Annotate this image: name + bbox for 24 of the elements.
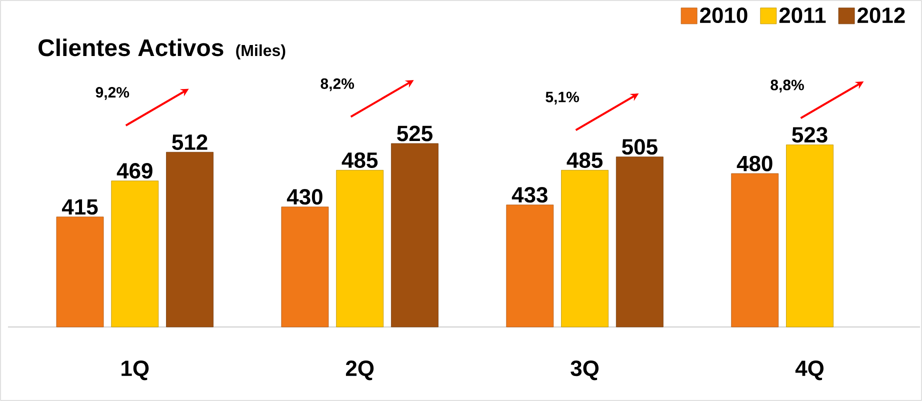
data-label: 415 bbox=[62, 199, 98, 215]
data-label: 485 bbox=[342, 152, 378, 168]
data-label: 480 bbox=[736, 156, 772, 172]
annotation: 8,2% bbox=[320, 78, 354, 92]
x-tick-label: 2Q bbox=[346, 360, 374, 380]
data-label: 525 bbox=[397, 126, 432, 142]
data-label: 512 bbox=[172, 134, 208, 150]
text: Clientes Activos bbox=[38, 38, 224, 56]
annotation: 5,1% bbox=[546, 92, 580, 104]
data-label: 469 bbox=[116, 163, 152, 179]
data-label: 485 bbox=[566, 152, 603, 168]
text: (Miles) bbox=[236, 44, 286, 60]
data-label: 505 bbox=[622, 139, 658, 155]
annotation: 9,2% bbox=[96, 87, 130, 100]
x-tick-label: 4Q bbox=[795, 360, 824, 380]
legend-label: 2010 bbox=[700, 7, 748, 24]
legend-label: 2011 bbox=[779, 7, 826, 24]
data-label: 433 bbox=[512, 187, 548, 203]
legend-label: 2012 bbox=[858, 7, 905, 24]
annotation: 8,8% bbox=[770, 80, 804, 92]
data-label: 430 bbox=[286, 189, 322, 205]
data-label: 523 bbox=[792, 126, 828, 143]
x-tick-label: 1Q bbox=[122, 360, 149, 380]
x-tick-label: 3Q bbox=[570, 360, 599, 380]
